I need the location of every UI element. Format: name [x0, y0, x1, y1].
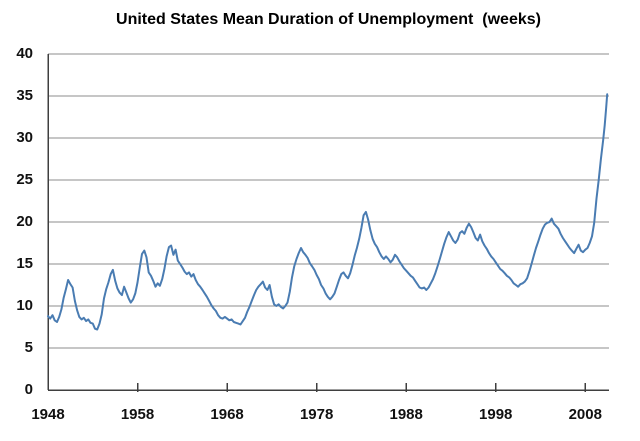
y-tick-label: 15: [16, 255, 33, 272]
y-tick-label: 25: [16, 171, 33, 188]
y-tick-label: 10: [16, 297, 33, 314]
x-tick-label: 1998: [479, 406, 513, 423]
x-tick-label: 1968: [210, 406, 244, 423]
y-tick-label: 20: [16, 213, 33, 230]
x-tick-label: 2008: [568, 406, 602, 423]
y-axis-labels: 0 5 10 15 20 25 30 35 40: [0, 0, 40, 441]
x-axis-labels: 1948 1958 1968 1978 1988 1998 2008: [0, 405, 640, 427]
x-tick-label: 1988: [389, 406, 423, 423]
data-line: [47, 93, 609, 331]
y-tick-label: 0: [24, 381, 33, 398]
y-tick-label: 5: [24, 339, 33, 356]
y-tick-label: 30: [16, 129, 33, 146]
x-tick-label: 1948: [31, 406, 65, 423]
chart-title: United States Mean Duration of Unemploym…: [116, 11, 541, 28]
y-tick-label: 40: [16, 45, 33, 62]
x-tick-label: 1978: [299, 406, 334, 423]
x-tick-label: 1958: [120, 406, 155, 423]
y-tick-label: 35: [16, 87, 33, 104]
